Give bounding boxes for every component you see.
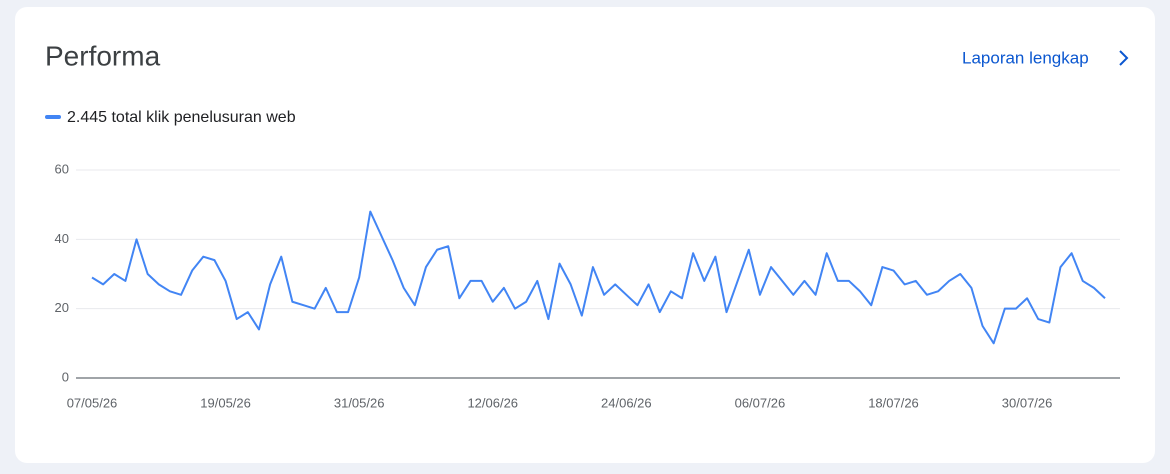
y-tick-label: 20: [55, 300, 69, 315]
x-tick-label: 19/05/26: [200, 395, 251, 410]
x-tick-label: 12/06/26: [467, 395, 518, 410]
card-title: Performa: [45, 40, 161, 71]
x-tick-label: 24/06/26: [601, 395, 652, 410]
y-tick-label: 60: [55, 161, 69, 176]
y-tick-label: 0: [62, 369, 69, 384]
x-tick-label: 06/07/26: [735, 395, 786, 410]
x-tick-label: 07/05/26: [67, 395, 118, 410]
legend-label: 2.445 total klik penelusuran web: [67, 109, 296, 126]
chevron-icon[interactable]: [1119, 50, 1129, 66]
full-report-link[interactable]: Laporan lengkap: [962, 48, 1089, 67]
y-tick-label: 40: [55, 231, 69, 246]
performance-card: [15, 7, 1155, 463]
series-line: [91, 210, 1106, 345]
x-tick-label: 31/05/26: [334, 395, 385, 410]
x-tick-label: 30/07/26: [1002, 395, 1053, 410]
x-tick-label: 18/07/26: [868, 395, 919, 410]
